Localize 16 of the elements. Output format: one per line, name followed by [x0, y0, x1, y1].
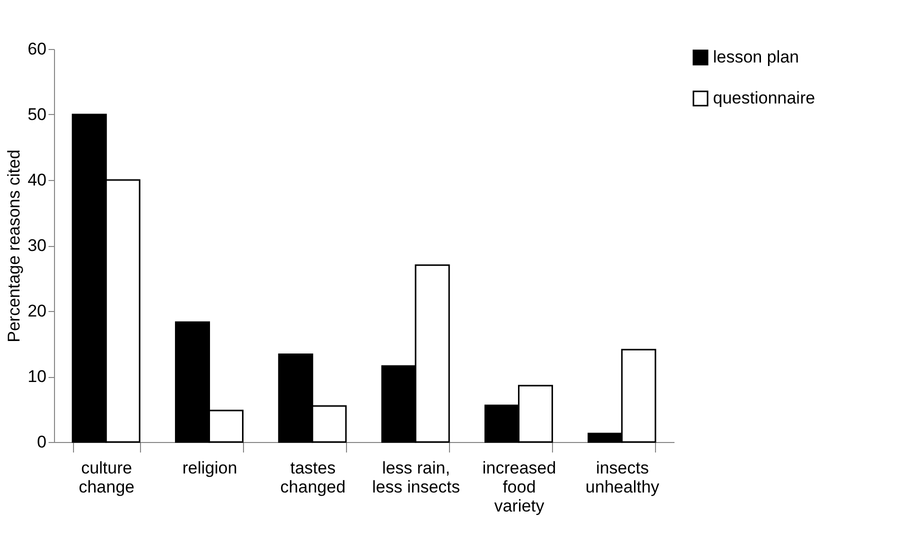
legend-label: questionnaire: [713, 88, 816, 108]
y-tick-label: 0: [37, 432, 46, 452]
x-tick-label: tastes changed: [280, 458, 346, 496]
y-axis-title: Percentage reasons cited: [4, 150, 24, 342]
x-tick-label: religion: [182, 458, 238, 478]
y-tick-label: 20: [28, 302, 46, 320]
y-tick-label: 30: [28, 236, 46, 255]
y-tick-label: 40: [28, 170, 46, 190]
x-tick-label: insects unhealthy: [586, 458, 660, 496]
x-tick-label: increased food variety: [482, 458, 556, 516]
legend-label: lesson plan: [713, 48, 800, 66]
x-tick-label: less rain, less insects: [372, 458, 460, 496]
y-tick-label: 10: [28, 367, 46, 386]
x-tick-label: culture change: [78, 458, 134, 496]
y-tick-label: 50: [28, 105, 46, 124]
y-tick-label: 60: [28, 40, 46, 58]
